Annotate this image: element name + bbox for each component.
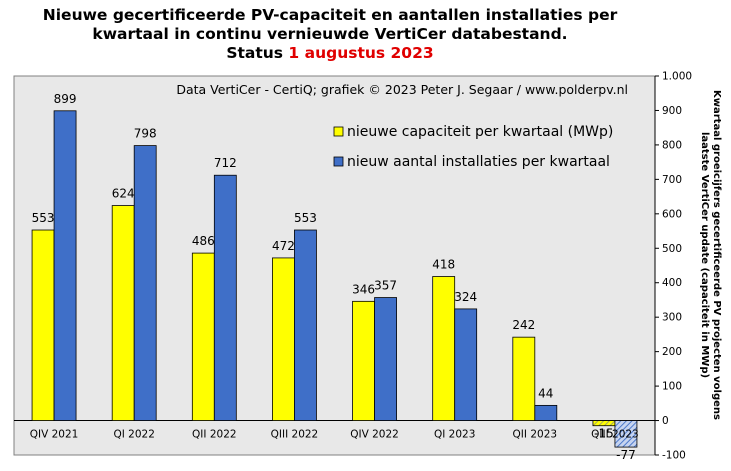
installations-bar <box>213 174 237 421</box>
y-tick-label: 900 <box>662 105 682 117</box>
legend-swatch <box>333 126 344 137</box>
chart-title: Nieuwe gecertificeerde PV-capaciteit en … <box>0 6 660 63</box>
capacity-bar <box>272 257 295 421</box>
y-tick-label: 400 <box>662 277 682 289</box>
capacity-bar <box>592 420 616 427</box>
category-label: QI 2023 <box>434 429 475 441</box>
installations-label: 324 <box>454 290 477 304</box>
legend-label: nieuw aantal installaties per kwartaal <box>347 154 610 170</box>
capacity-bar <box>512 336 536 421</box>
y-tick-label: 800 <box>662 139 682 151</box>
legend-item-capacity: nieuwe capaciteit per kwartaal (MWp) <box>333 124 613 140</box>
bars <box>31 110 638 448</box>
x-axis-labels: QIV 2021 QI 2022 QII 2022 QIII 2022 QIV 2022… <box>30 429 639 441</box>
category-label: QI 2022 <box>113 429 154 441</box>
status-prefix: Status <box>226 44 284 62</box>
data-labels: 553 899 624 798 486 712 472 553 346 357 418 324 242 4… <box>32 92 636 462</box>
capacity-label: 346 <box>352 282 375 296</box>
y-tick-label: 1.000 <box>662 71 692 83</box>
y-tick-label: 200 <box>662 346 682 358</box>
source-note: Data VertiCer - CertiQ; grafiek © 2023 P… <box>176 82 628 97</box>
category-label: QII 2023 <box>513 429 558 441</box>
installations-label: 357 <box>374 279 397 293</box>
legend-item-installations: nieuw aantal installaties per kwartaal <box>333 154 610 170</box>
capacity-bar <box>191 252 215 421</box>
y-tick-label: 0 <box>662 415 669 427</box>
installations-label: 798 <box>134 127 157 141</box>
capacity-label: 418 <box>432 258 455 272</box>
legend-swatch <box>333 156 344 167</box>
capacity-bar <box>111 205 135 421</box>
y-tick-label: 300 <box>662 312 682 324</box>
legend-label: nieuwe capaciteit per kwartaal (MWp) <box>347 124 613 140</box>
installations-bar <box>294 229 317 421</box>
title-line-3: Status 1 augustus 2023 <box>0 44 660 63</box>
installations-label: -77 <box>616 448 636 462</box>
installations-label: 44 <box>538 386 553 400</box>
capacity-bar <box>31 229 55 421</box>
category-label: QIII 2022 <box>271 429 319 441</box>
capacity-label: -15 <box>594 427 614 441</box>
y-axis-label: Kwartaal groeicijfers gecertificeerde PV… <box>699 90 722 420</box>
capacity-label: 242 <box>512 318 535 332</box>
capacity-label: 472 <box>272 239 295 253</box>
installations-bar <box>374 297 397 421</box>
category-label: QIV 2021 <box>30 429 79 441</box>
installations-label: 553 <box>294 211 317 225</box>
capacity-label: 624 <box>112 187 135 201</box>
installations-bar <box>614 420 638 448</box>
installations-bar <box>534 404 558 421</box>
installations-bar <box>133 145 157 421</box>
y-tick-label: 500 <box>662 243 682 255</box>
category-label: QIV 2022 <box>350 429 399 441</box>
status-date: 1 augustus 2023 <box>288 44 434 62</box>
category-label: QIII 2023 <box>591 429 639 441</box>
y-tick-label: -100 <box>662 450 686 462</box>
title-line-2: kwartaal in continu vernieuwde VertiCer … <box>92 25 568 43</box>
installations-label: 712 <box>214 156 237 170</box>
capacity-bar <box>352 300 375 421</box>
capacity-bar <box>432 276 456 421</box>
legend: nieuwe capaciteit per kwartaal (MWp) nieu… <box>333 124 613 170</box>
y-tick-label: 100 <box>662 381 682 393</box>
capacity-label: 486 <box>192 234 215 248</box>
y-tick-label: 600 <box>662 208 682 220</box>
category-label: QII 2022 <box>192 429 237 441</box>
y-tick-label: 700 <box>662 174 682 186</box>
installations-bar <box>454 308 478 421</box>
title-line-1: Nieuwe gecertificeerde PV-capaciteit en … <box>42 6 618 24</box>
installations-bar <box>53 110 77 421</box>
capacity-label: 553 <box>32 211 55 225</box>
installations-label: 899 <box>54 92 77 106</box>
